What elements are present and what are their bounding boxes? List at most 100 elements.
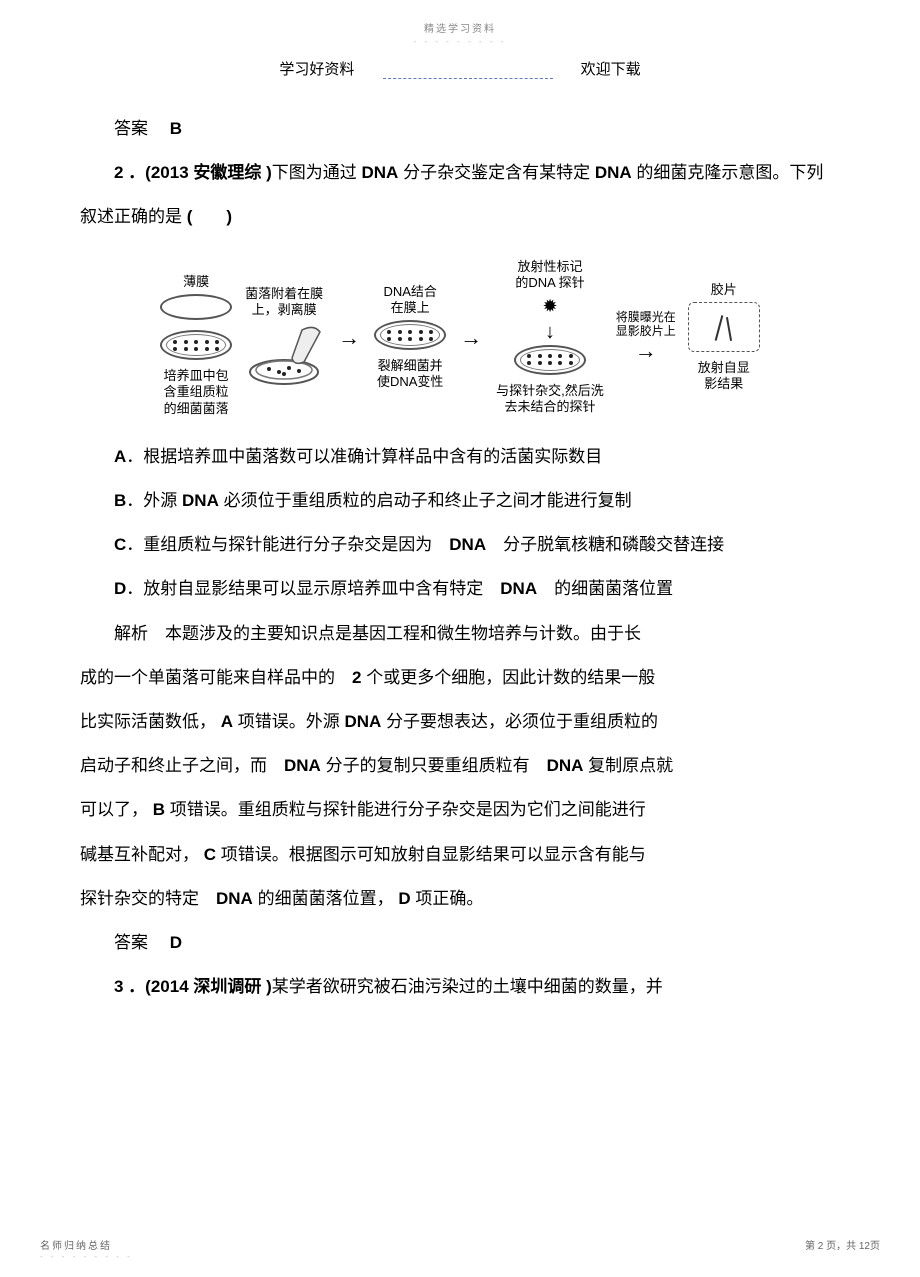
diagram-probe-top: 放射性标记 的DNA 探针 bbox=[515, 259, 584, 292]
analysis-p4dna: DNA bbox=[284, 756, 321, 775]
footer-right-suffix: 页 bbox=[870, 1241, 880, 1252]
option-d-t2: 的细菌菌落位置 bbox=[554, 579, 673, 598]
option-c-dna: DNA bbox=[449, 535, 486, 554]
option-c-label: C bbox=[114, 535, 126, 554]
option-b-dna: DNA bbox=[182, 491, 219, 510]
option-c-line1: C．重组质粒与探针能进行分子杂交是因为 DNA 分子脱氧核糖和磷酸交替连接 bbox=[80, 523, 840, 567]
diagram-col1-bot: 培养皿中包 含重组质粒 的细菌菌落 bbox=[164, 368, 229, 417]
diagram-col3-top: DNA结合 在膜上 bbox=[383, 284, 436, 317]
analysis-p5B: B bbox=[153, 800, 165, 819]
analysis-line2: 成的一个单菌落可能来自样品中的 2 个或更多个细胞，因此计数的结果一般 bbox=[80, 656, 840, 700]
probe-arrow-down: ↓ bbox=[545, 320, 555, 345]
q2-t2: 分子杂交鉴定含有某特定 bbox=[403, 163, 590, 182]
analysis-p2a: 成的一个单菌落可能来自样品中的 bbox=[80, 668, 335, 687]
answer-2-value: D bbox=[170, 933, 182, 952]
film-box bbox=[688, 302, 760, 352]
analysis-p3A: A bbox=[221, 712, 233, 731]
arrow-note: 将膜曝光在 显影胶片上 bbox=[616, 310, 676, 339]
analysis-p6C: C bbox=[204, 845, 216, 864]
q2-dna1: DNA bbox=[362, 163, 399, 182]
analysis-p3b: 项错误。外源 bbox=[238, 712, 340, 731]
option-a-text: ．根据培养皿中菌落数可以准确计算样品中含有的活菌实际数目 bbox=[126, 447, 602, 466]
option-d-t1: ．放射自显影结果可以显示原培养皿中含有特定 bbox=[126, 579, 483, 598]
diagram-col-2: 菌落附着在膜 上，剥离膜 bbox=[244, 286, 324, 389]
analysis-line7: 探针杂交的特定 DNA 的细菌菌落位置， D 项正确。 bbox=[80, 877, 840, 921]
q2-t1: 下图为通过 bbox=[272, 163, 357, 182]
analysis-p3dna: DNA bbox=[344, 712, 381, 731]
analysis-p6b: 项错误。根据图示可知放射自显影结果可以显示含有能与 bbox=[221, 845, 646, 864]
option-b-t1: ．外源 bbox=[126, 491, 182, 510]
answer-2: 答案 D bbox=[80, 921, 840, 965]
q3-prefix: 3 ．(2014 深圳调研 ) bbox=[114, 977, 272, 996]
analysis-label: 解析 bbox=[114, 624, 148, 643]
footer-left-dots: - - - - - - - - - bbox=[40, 1252, 133, 1261]
diagram: 薄膜 培养皿中包 含重组质粒 的细菌菌落 菌落附着在膜 上，剥离膜 → DNA结… bbox=[80, 258, 840, 417]
analysis-p3a: 比实际活菌数低， bbox=[80, 712, 216, 731]
diagram-col3-bot: 裂解细菌并 使DNA变性 bbox=[377, 358, 443, 391]
header-right: 欢迎下载 bbox=[581, 58, 641, 79]
petri-dish-2 bbox=[374, 320, 446, 350]
pour-icon bbox=[244, 322, 324, 388]
probe-icon: ✹ bbox=[542, 295, 557, 318]
option-b-label: B bbox=[114, 491, 126, 510]
analysis-p4dna2: DNA bbox=[547, 756, 584, 775]
diagram-col-4: 放射性标记 的DNA 探针 ✹ ↓ 与探针杂交,然后洗 去未结合的探针 bbox=[496, 259, 604, 416]
answer-1-value: B bbox=[170, 119, 182, 138]
analysis-line1: 解析 本题涉及的主要知识点是基因工程和微生物培养与计数。由于长 bbox=[80, 612, 840, 656]
question-2: 2 ．(2013 安徽理综 )下图为通过 DNA 分子杂交鉴定含有某特定 DNA… bbox=[80, 151, 840, 239]
arrow-2: → bbox=[458, 309, 484, 366]
analysis-line6: 碱基互补配对， C 项错误。根据图示可知放射自显影结果可以显示含有能与 bbox=[80, 833, 840, 877]
analysis-p4a: 启动子和终止子之间，而 bbox=[80, 756, 267, 775]
footer: 名师归纳总结 - - - - - - - - - 第 2 页，共 12页 bbox=[0, 1237, 920, 1261]
answer-2-label: 答案 bbox=[114, 933, 148, 952]
analysis-p7a: 探针杂交的特定 bbox=[80, 889, 199, 908]
film-title: 胶片 bbox=[711, 282, 737, 298]
analysis-p2n: 2 bbox=[352, 668, 361, 687]
arrow-3: → bbox=[635, 338, 657, 364]
analysis-p4b: 分子的复制只要重组质粒有 bbox=[326, 756, 530, 775]
option-b: B．外源 DNA 必须位于重组质粒的启动子和终止子之间才能进行复制 bbox=[80, 479, 840, 523]
footer-right: 第 2 页，共 12页 bbox=[805, 1237, 880, 1261]
diagram-col2-top: 菌落附着在膜 上，剥离膜 bbox=[245, 286, 323, 319]
q2-paren: ( ) bbox=[187, 207, 232, 226]
q3-text: 某学者欲研究被石油污染过的土壤中细菌的数量，并 bbox=[272, 977, 663, 996]
analysis-p1a: 本题涉及的主要知识点是基因工程和微生物培养与计数。由于长 bbox=[165, 624, 641, 643]
content-area: 答案 B 2 ．(2013 安徽理综 )下图为通过 DNA 分子杂交鉴定含有某特… bbox=[0, 79, 920, 1009]
footer-total: 12 bbox=[859, 1241, 870, 1252]
header-left: 学习好资料 bbox=[279, 58, 354, 79]
option-d-dna: DNA bbox=[500, 579, 537, 598]
diagram-col-5: 胶片 放射自显 影结果 bbox=[688, 282, 760, 393]
analysis-p6a: 碱基互补配对， bbox=[80, 845, 199, 864]
diagram-col-1: 薄膜 培养皿中包 含重组质粒 的细菌菌落 bbox=[160, 258, 232, 417]
question-3: 3 ．(2014 深圳调研 )某学者欲研究被石油污染过的土壤中细菌的数量，并 bbox=[80, 965, 840, 1009]
watermark-dots: - - - - - - - - - bbox=[0, 37, 920, 46]
option-a: A．根据培养皿中菌落数可以准确计算样品中含有的活菌实际数目 bbox=[80, 435, 840, 479]
petri-dish-3 bbox=[514, 345, 586, 375]
thin-film-oval bbox=[160, 294, 232, 320]
analysis-p7D: D bbox=[398, 889, 410, 908]
analysis-p3c: 分子要想表达，必须位于重组质粒的 bbox=[386, 712, 658, 731]
diagram-col-3: DNA结合 在膜上 裂解细菌并 使DNA变性 bbox=[374, 284, 446, 391]
q2-prefix: 2 ．(2013 安徽理综 ) bbox=[114, 163, 272, 182]
analysis-line4: 启动子和终止子之间，而 DNA 分子的复制只要重组质粒有 DNA 复制原点就 bbox=[80, 744, 840, 788]
analysis-p4c: 复制原点就 bbox=[588, 756, 673, 775]
footer-right-prefix: 第 bbox=[805, 1241, 818, 1252]
option-a-label: A bbox=[114, 447, 126, 466]
q2-dna2: DNA bbox=[595, 163, 632, 182]
diagram-col5-bot: 放射自显 影结果 bbox=[698, 360, 750, 393]
option-c-t2: 分子脱氧核糖和磷酸交替连接 bbox=[503, 535, 724, 554]
analysis-p5b: 项错误。重组质粒与探针能进行分子杂交是因为它们之间能进行 bbox=[170, 800, 646, 819]
option-d-label: D bbox=[114, 579, 126, 598]
diagram-col1-top: 薄膜 bbox=[183, 258, 209, 291]
footer-right-mid: 页，共 bbox=[823, 1241, 859, 1252]
analysis-line3: 比实际活菌数低， A 项错误。外源 DNA 分子要想表达，必须位于重组质粒的 bbox=[80, 700, 840, 744]
option-c-t1: ．重组质粒与探针能进行分子杂交是因为 bbox=[126, 535, 432, 554]
analysis-p7c: 项正确。 bbox=[415, 889, 483, 908]
diagram-col4-bot: 与探针杂交,然后洗 去未结合的探针 bbox=[496, 383, 604, 416]
answer-1-label: 答案 bbox=[114, 119, 148, 138]
header-line: 学习好资料 欢迎下载 bbox=[0, 58, 920, 79]
arrow-1: → bbox=[336, 309, 362, 366]
petri-dish-1 bbox=[160, 330, 232, 360]
watermark-top: 精选学习资料 bbox=[0, 0, 920, 35]
arrow-3-with-note: 将膜曝光在 显影胶片上 → bbox=[616, 310, 676, 365]
